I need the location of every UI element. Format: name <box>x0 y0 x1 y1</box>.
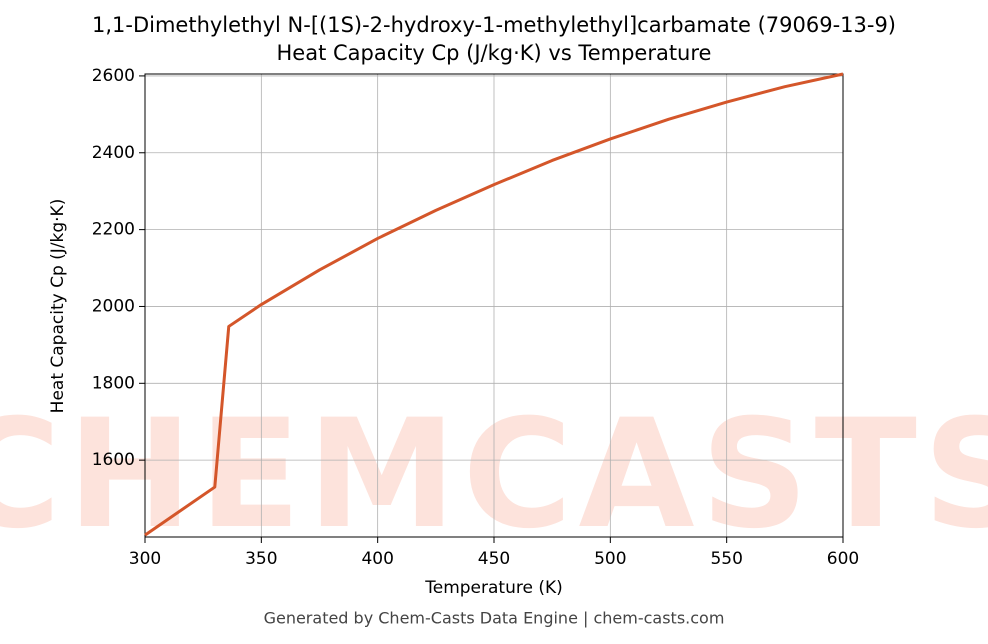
y-tick-label: 2000 <box>92 296 135 316</box>
chart-title: 1,1-Dimethylethyl N-[(1S)-2-hydroxy-1-me… <box>92 13 896 37</box>
y-tick-label: 1600 <box>92 450 135 470</box>
y-tick-label: 2400 <box>92 143 135 163</box>
x-tick-label: 450 <box>478 549 510 569</box>
y-tick-label: 2600 <box>92 66 135 86</box>
x-tick-label: 600 <box>827 549 859 569</box>
x-tick-label: 400 <box>361 549 393 569</box>
y-axis-label: Heat Capacity Cp (J/kg·K) <box>48 199 68 414</box>
y-tick-label: 1800 <box>92 373 135 393</box>
plot-frame <box>144 73 844 538</box>
x-tick-label: 300 <box>129 549 161 569</box>
y-tick-label: 2200 <box>92 220 135 240</box>
chart-subtitle: Heat Capacity Cp (J/kg·K) vs Temperature <box>277 41 712 65</box>
x-tick-label: 350 <box>245 549 277 569</box>
footer: Generated by Chem-Casts Data Engine | ch… <box>264 609 725 628</box>
data-line <box>144 72 844 537</box>
x-tick-label: 500 <box>594 549 626 569</box>
x-axis-label: Temperature (K) <box>424 578 563 598</box>
x-tick-label: 550 <box>710 549 742 569</box>
